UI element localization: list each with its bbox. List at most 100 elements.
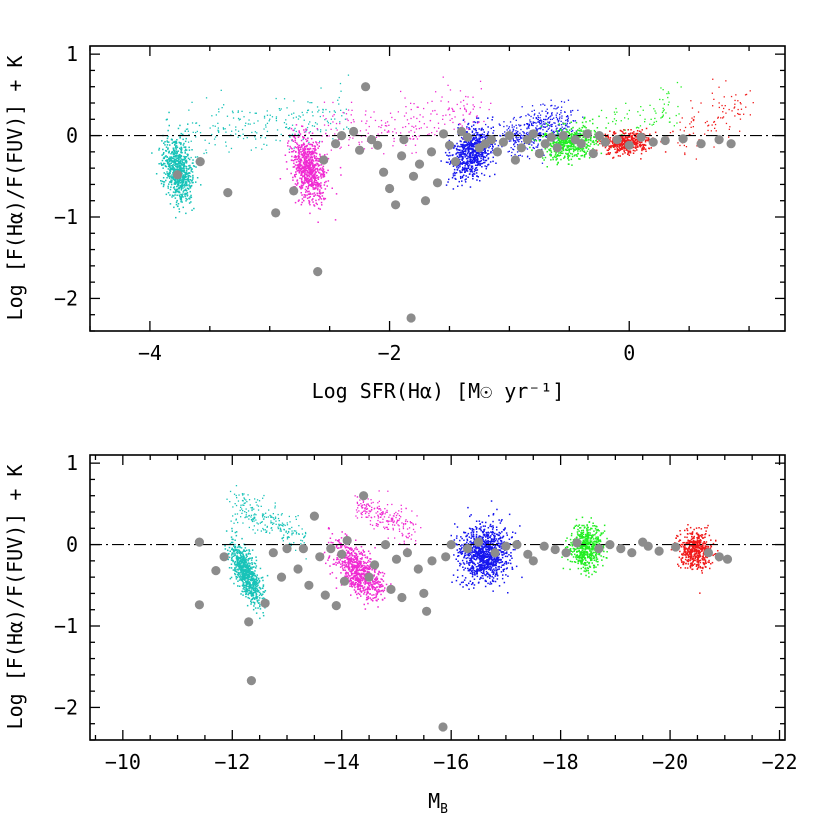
top-blue-point — [529, 143, 531, 145]
top-cyan-point — [325, 129, 327, 131]
top-blue-point — [473, 156, 476, 158]
top-cyan-point — [191, 209, 193, 211]
top-observed-point — [385, 183, 395, 194]
top-magenta-point — [334, 219, 337, 221]
top-cyan-point — [184, 174, 187, 176]
top-blue-point — [478, 161, 481, 163]
top-blue-point — [483, 155, 485, 158]
top-blue-point — [553, 140, 555, 142]
top-cyan-point — [288, 148, 290, 150]
top-magenta-point — [308, 181, 310, 183]
top-cyan-point — [192, 159, 194, 161]
bottom-cyan-point — [266, 574, 269, 577]
top-observed-point — [399, 135, 409, 145]
top-blue-point — [520, 124, 522, 126]
top-magenta-point — [445, 114, 447, 116]
bottom-cyan-point — [253, 574, 255, 576]
top-magenta-point — [293, 149, 295, 152]
top-blue-point — [467, 167, 470, 169]
top-cyan-point — [176, 178, 179, 181]
top-red-point — [729, 126, 731, 128]
top-blue-point — [539, 114, 542, 116]
top-blue-point — [470, 169, 472, 171]
bottom-cyan-point — [255, 593, 258, 596]
top-y-tick-label: 0 — [66, 124, 78, 148]
top-cyan-point — [175, 156, 177, 158]
top-cyan-point — [226, 115, 229, 117]
top-cyan-point — [186, 187, 189, 189]
top-red-point — [752, 102, 754, 104]
top-blue-point — [495, 162, 497, 164]
top-blue-point — [515, 124, 517, 126]
top-blue-point — [471, 130, 474, 132]
top-cyan-point — [180, 143, 182, 146]
top-magenta-point — [435, 91, 437, 93]
top-cyan-point — [184, 161, 187, 163]
top-green-point — [529, 146, 531, 149]
bottom-cyan-point — [249, 584, 251, 587]
top-magenta-point — [300, 139, 303, 142]
top-magenta-point — [322, 170, 324, 172]
top-magenta-point — [294, 133, 296, 136]
top-magenta-point — [290, 172, 292, 175]
top-cyan-point — [167, 168, 169, 170]
top-cyan-point — [185, 167, 187, 170]
top-observed-point — [660, 135, 670, 146]
top-magenta-point — [309, 156, 311, 158]
top-red-point — [604, 146, 607, 149]
bottom-cyan-point — [244, 550, 247, 552]
top-blue-point — [475, 169, 477, 172]
top-green-point — [585, 138, 587, 140]
top-magenta-point — [308, 167, 311, 169]
top-cyan-point — [174, 159, 176, 162]
top-green-point — [567, 141, 569, 143]
top-cyan-point — [176, 151, 178, 154]
top-blue-point — [468, 142, 470, 144]
top-magenta-point — [400, 90, 402, 93]
top-magenta-point — [365, 122, 367, 125]
top-observed-point — [337, 131, 347, 141]
top-blue-point — [542, 133, 545, 135]
bottom-cyan-point — [252, 597, 254, 600]
top-cyan-point — [190, 167, 192, 169]
top-magenta-point — [296, 179, 299, 181]
bottom-cyan-point — [228, 552, 230, 555]
top-cyan-point — [176, 181, 178, 183]
top-red-point — [614, 143, 616, 145]
top-cyan-point — [172, 195, 175, 197]
top-magenta-point — [300, 188, 302, 190]
top-cyan-point — [292, 117, 295, 119]
top-green-point — [587, 141, 590, 144]
bottom-cyan-point — [239, 554, 242, 557]
top-cyan-point — [193, 165, 196, 168]
top-magenta-point — [311, 152, 313, 154]
top-blue-point — [519, 138, 521, 141]
top-green-point — [584, 153, 586, 156]
top-red-point — [616, 148, 619, 150]
top-red-point — [622, 132, 625, 134]
bottom-cyan-point — [235, 534, 238, 537]
top-red-point — [739, 113, 741, 116]
top-magenta-point — [418, 135, 420, 137]
top-cyan-point — [189, 187, 192, 189]
top-magenta-point — [309, 169, 311, 171]
top-magenta-point — [304, 158, 306, 161]
top-cyan-point — [322, 111, 324, 113]
top-green-point — [662, 107, 664, 109]
top-cyan-point — [200, 184, 202, 186]
top-magenta-point — [316, 194, 319, 197]
top-blue-point — [545, 110, 547, 112]
top-red-point — [613, 146, 615, 148]
top-magenta-point — [416, 106, 418, 108]
top-blue-point — [528, 125, 531, 127]
top-cyan-point — [275, 117, 277, 120]
top-magenta-point — [298, 131, 301, 134]
top-cyan-point — [214, 136, 217, 138]
top-magenta-point — [320, 173, 323, 175]
top-cyan-point — [174, 189, 177, 192]
top-blue-point — [541, 124, 543, 126]
top-blue-point — [472, 161, 474, 163]
top-magenta-point — [300, 164, 303, 166]
bottom-x-tick-label: −20 — [652, 750, 688, 774]
top-blue-point — [477, 155, 479, 157]
